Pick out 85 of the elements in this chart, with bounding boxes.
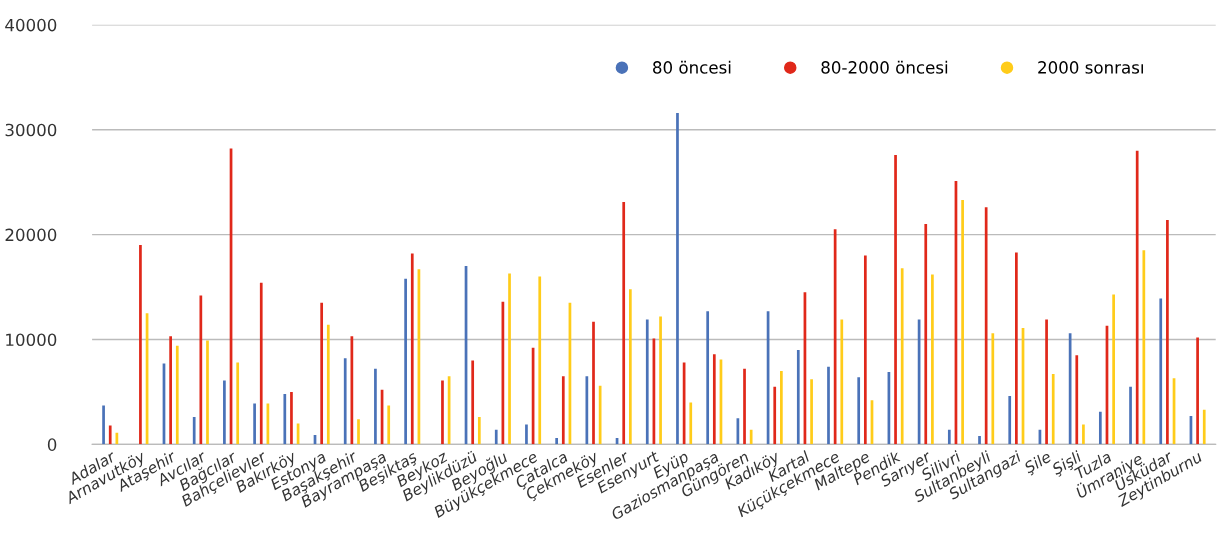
bar — [1015, 252, 1018, 445]
bar — [175, 345, 179, 445]
bar — [773, 386, 777, 445]
bar — [326, 324, 330, 445]
bar — [320, 302, 324, 445]
bar — [1045, 319, 1048, 445]
bar — [357, 419, 360, 445]
bar — [343, 358, 347, 445]
bar — [592, 321, 595, 445]
bar — [1202, 409, 1206, 445]
x-tick-label: Şile — [1022, 450, 1054, 477]
bar — [139, 245, 142, 445]
bar — [206, 340, 209, 445]
bar — [827, 366, 830, 445]
bar — [712, 354, 716, 445]
bar — [1051, 374, 1055, 445]
bar — [199, 295, 203, 445]
bar — [743, 368, 746, 445]
bar — [961, 199, 964, 445]
bar — [1135, 150, 1139, 445]
bar — [1159, 298, 1163, 445]
bar — [1008, 396, 1012, 445]
bar — [900, 268, 904, 445]
bar — [1112, 294, 1115, 445]
bar — [477, 417, 481, 445]
bar — [894, 154, 897, 445]
bar — [253, 403, 256, 445]
y-tick-label: 20000 — [5, 228, 57, 242]
bar — [585, 376, 589, 445]
bar — [984, 207, 988, 445]
bar — [796, 349, 800, 445]
y-tick-label: 30000 — [5, 123, 57, 137]
bar — [494, 429, 498, 445]
bar — [749, 429, 753, 445]
bar — [622, 202, 626, 445]
bar — [676, 112, 679, 445]
bar — [1196, 337, 1199, 445]
bar — [192, 417, 196, 445]
bar — [1166, 219, 1169, 445]
bar — [840, 319, 844, 445]
bar — [780, 370, 783, 445]
bar — [169, 336, 172, 445]
bar — [283, 394, 287, 445]
bar — [1129, 386, 1132, 445]
bar — [1082, 424, 1085, 445]
bar — [525, 424, 528, 445]
bar — [857, 377, 861, 445]
bar — [538, 276, 542, 445]
bar — [924, 224, 928, 445]
y-tick-label: 40000 — [5, 18, 57, 32]
bar — [947, 429, 951, 445]
bar — [706, 311, 710, 445]
y-tick-label: 0 — [47, 438, 57, 451]
bar — [561, 376, 565, 445]
legend-label: 2000 sonrası — [1038, 61, 1143, 74]
bar — [102, 405, 105, 445]
bar — [1142, 250, 1146, 445]
bar — [598, 385, 602, 445]
bar — [863, 255, 867, 445]
bar — [689, 402, 693, 445]
bar — [441, 380, 444, 445]
bar — [1098, 411, 1102, 445]
bar — [555, 438, 559, 445]
bar — [931, 274, 934, 445]
y-tick-label: 10000 — [6, 333, 57, 347]
bar — [374, 368, 377, 445]
bar — [223, 380, 226, 445]
legend-label: 80 öncesi — [653, 60, 731, 74]
bar — [108, 425, 112, 445]
bar — [991, 333, 995, 445]
bar — [659, 316, 662, 445]
bar — [645, 319, 649, 445]
bar — [628, 289, 632, 445]
bar — [290, 391, 293, 445]
bar — [259, 282, 263, 445]
bar — [508, 273, 511, 445]
bar — [404, 278, 407, 445]
bar — [387, 405, 391, 445]
bar — [471, 360, 475, 445]
bar — [810, 379, 813, 445]
bar — [236, 362, 240, 445]
bar — [978, 435, 981, 445]
legend-label: 80-2000 öncesi — [821, 60, 948, 74]
bar — [1075, 355, 1079, 445]
bar — [410, 253, 414, 445]
